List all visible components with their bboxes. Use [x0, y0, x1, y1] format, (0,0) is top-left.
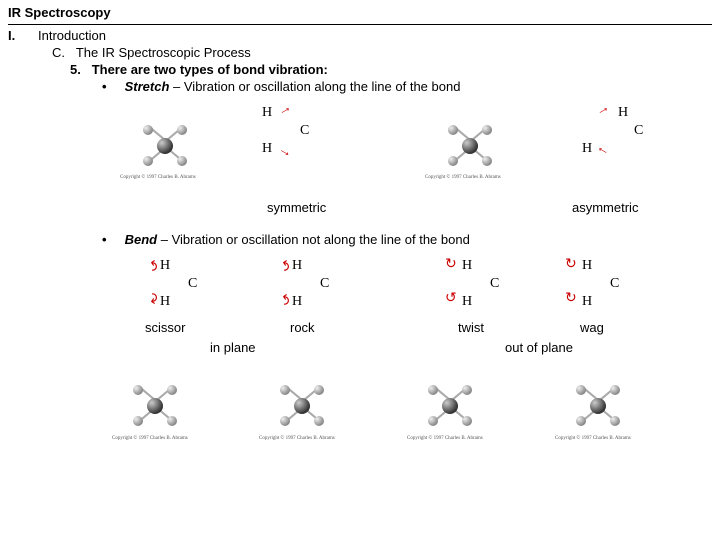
- atom-h: [167, 416, 177, 426]
- arrow-icon: →: [275, 142, 294, 161]
- wag-label: wag: [580, 320, 604, 335]
- section-number: I.: [8, 28, 15, 43]
- atom-h: [576, 385, 586, 395]
- arrow-icon: →: [275, 100, 294, 119]
- atom-h: [610, 416, 620, 426]
- copyright-text: Copyright © 1997 Charles B. Abrams: [120, 175, 196, 180]
- arrow-icon: ↻: [565, 292, 577, 306]
- outline-c-text: The IR Spectroscopic Process: [76, 45, 251, 60]
- copyright-text: Copyright © 1997 Charles B. Abrams: [259, 436, 335, 441]
- arrow-icon: ↶: [275, 292, 291, 306]
- molecule-wag: [568, 380, 628, 430]
- atom-label-c: C: [320, 276, 329, 292]
- arrow-icon: →: [593, 100, 612, 119]
- molecule-twist: [420, 380, 480, 430]
- bend-def: – Vibration or oscillation not along the…: [157, 232, 470, 247]
- atom-center: [294, 398, 310, 414]
- stretch-bullet: • Stretch – Vibration or oscillation alo…: [102, 79, 460, 94]
- atom-h: [143, 125, 153, 135]
- atom-label-h: H: [462, 258, 472, 274]
- copyright-text: Copyright © 1997 Charles B. Abrams: [407, 436, 483, 441]
- bullet-dot-icon: •: [102, 232, 107, 247]
- atom-h: [576, 416, 586, 426]
- scissor-label: scissor: [145, 320, 185, 335]
- molecule-scissor: [125, 380, 185, 430]
- atom-label-c: C: [490, 276, 499, 292]
- bullet-dot-icon: •: [102, 79, 107, 94]
- arrow-icon: ↶: [275, 258, 291, 272]
- atom-h: [314, 416, 324, 426]
- atom-h: [462, 416, 472, 426]
- stretch-term: Stretch: [125, 79, 170, 94]
- in-plane-label: in plane: [210, 340, 256, 355]
- atom-label-h: H: [582, 141, 592, 157]
- atom-h: [314, 385, 324, 395]
- atom-label-h: H: [462, 294, 472, 310]
- atom-label-h: H: [582, 294, 592, 310]
- molecule-symmetric: [135, 120, 195, 170]
- header: IR Spectroscopy: [8, 4, 712, 25]
- outline-5-text: There are two types of bond vibration:: [92, 62, 328, 77]
- atom-label-h: H: [160, 258, 170, 274]
- atom-label-h: H: [292, 294, 302, 310]
- atom-h: [462, 385, 472, 395]
- atom-label-h: H: [262, 141, 272, 157]
- atom-h: [167, 385, 177, 395]
- copyright-text: Copyright © 1997 Charles B. Abrams: [555, 436, 631, 441]
- atom-label-c: C: [610, 276, 619, 292]
- atom-label-c: C: [300, 123, 309, 139]
- rock-label: rock: [290, 320, 315, 335]
- intro-heading: Introduction: [38, 28, 106, 43]
- stretch-def: – Vibration or oscillation along the lin…: [169, 79, 460, 94]
- outline-c-label: C.: [52, 45, 65, 60]
- atom-center: [157, 138, 173, 154]
- atom-h: [448, 156, 458, 166]
- atom-h: [428, 385, 438, 395]
- arrow-icon: ↷: [143, 292, 159, 306]
- atom-h: [482, 125, 492, 135]
- atom-h: [133, 385, 143, 395]
- arrow-icon: ↻: [445, 258, 457, 272]
- bend-bullet: • Bend – Vibration or oscillation not al…: [102, 232, 470, 247]
- arrow-icon: ←: [593, 140, 612, 159]
- header-title: IR Spectroscopy: [8, 5, 111, 20]
- atom-center: [462, 138, 478, 154]
- atom-h: [482, 156, 492, 166]
- twist-label: twist: [458, 320, 484, 335]
- atom-h: [610, 385, 620, 395]
- out-of-plane-label: out of plane: [505, 340, 573, 355]
- asymmetric-label: asymmetric: [572, 200, 638, 215]
- atom-label-h: H: [160, 294, 170, 310]
- arrow-icon: ↺: [445, 292, 457, 306]
- molecule-asymmetric: [440, 120, 500, 170]
- atom-label-c: C: [634, 123, 643, 139]
- atom-h: [143, 156, 153, 166]
- atom-h: [428, 416, 438, 426]
- atom-label-h: H: [262, 105, 272, 121]
- bend-term: Bend: [125, 232, 158, 247]
- atom-h: [177, 156, 187, 166]
- arrow-icon: ↻: [565, 258, 577, 272]
- atom-h: [448, 125, 458, 135]
- atom-label-h: H: [292, 258, 302, 274]
- atom-h: [177, 125, 187, 135]
- copyright-text: Copyright © 1997 Charles B. Abrams: [112, 436, 188, 441]
- outline-5: 5. There are two types of bond vibration…: [70, 62, 328, 77]
- slide: IR Spectroscopy I. Introduction C. The I…: [0, 0, 720, 540]
- atom-h: [133, 416, 143, 426]
- arrow-icon: ↶: [143, 258, 159, 272]
- atom-h: [280, 416, 290, 426]
- atom-center: [147, 398, 163, 414]
- atom-h: [280, 385, 290, 395]
- outline-5-label: 5.: [70, 62, 81, 77]
- atom-label-h: H: [618, 105, 628, 121]
- atom-center: [442, 398, 458, 414]
- outline-c: C. The IR Spectroscopic Process: [52, 45, 251, 60]
- atom-label-c: C: [188, 276, 197, 292]
- molecule-rock: [272, 380, 332, 430]
- atom-label-h: H: [582, 258, 592, 274]
- copyright-text: Copyright © 1997 Charles B. Abrams: [425, 175, 501, 180]
- symmetric-label: symmetric: [267, 200, 326, 215]
- atom-center: [590, 398, 606, 414]
